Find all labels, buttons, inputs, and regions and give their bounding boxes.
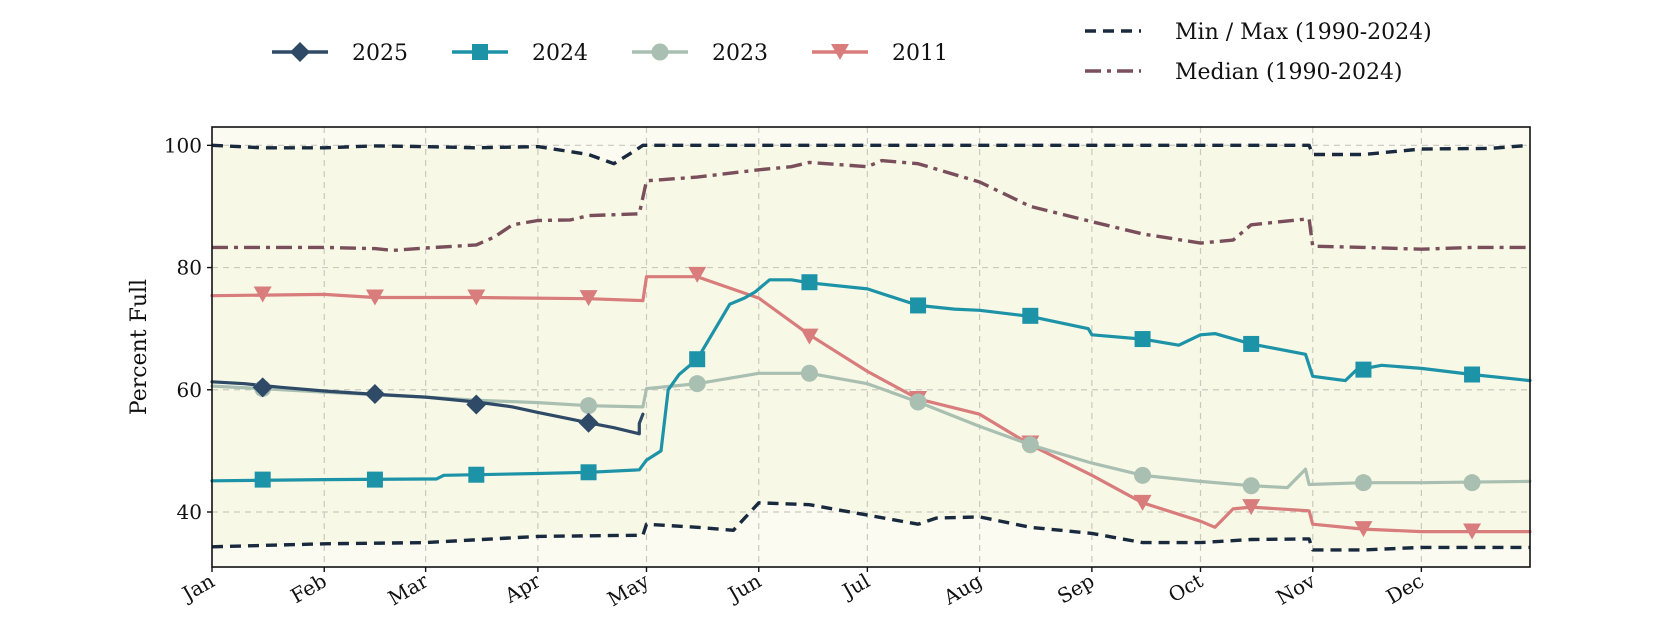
data-point [1242, 477, 1260, 495]
legend-label: 2024 [532, 41, 588, 66]
x-tick-label: Oct [1164, 569, 1207, 608]
data-point [800, 364, 818, 382]
data-point [801, 274, 818, 291]
data-point [1463, 523, 1482, 540]
data-point [909, 393, 927, 411]
series-line [210, 278, 1532, 483]
data-point [467, 289, 486, 306]
data-point [688, 375, 706, 393]
legend-item: 2025 [272, 41, 408, 66]
y-axis-label: Percent Full [127, 279, 152, 415]
data-point [1355, 361, 1372, 378]
data-point [688, 266, 707, 283]
y-tick-label: 100 [164, 133, 202, 157]
data-point [689, 351, 706, 368]
data-point [578, 412, 599, 433]
data-point [1022, 307, 1039, 324]
data-point [1464, 366, 1481, 383]
data-point [254, 471, 271, 488]
legend-label: 2023 [712, 41, 768, 66]
legend-label: 2025 [352, 41, 408, 66]
series-line [212, 158, 1530, 253]
data-point [364, 384, 385, 405]
data-point [1134, 466, 1152, 484]
data-point [1354, 521, 1373, 538]
data-point [579, 290, 598, 307]
legend-label: Min / Max (1990-2024) [1175, 20, 1432, 45]
legend: 2025 2024 2023 2011 Min / Max (1990-2024) Med… [272, 20, 1432, 85]
data-point [253, 286, 272, 303]
legend-marker [472, 44, 488, 60]
x-tick-label: Jan [176, 568, 218, 606]
data-point [468, 466, 485, 483]
y-tick-label: 60 [177, 378, 202, 402]
data-point [1354, 474, 1372, 492]
x-tick-label: Nov [1272, 568, 1320, 610]
y-axis: 40 60 80 100 [164, 133, 212, 524]
data-point [1133, 494, 1152, 511]
legend-marker [651, 43, 669, 61]
data-point [580, 397, 598, 415]
x-tick-label: Apr [500, 568, 545, 608]
x-tick-label: Aug [938, 568, 986, 609]
data-point [800, 328, 819, 345]
x-tick-label: Mar [384, 568, 433, 610]
x-tick-label: Jul [837, 569, 874, 604]
series-line [210, 380, 645, 436]
data-point [252, 377, 273, 398]
grid [212, 127, 1530, 567]
data-point [365, 289, 384, 306]
legend-item: 2024 [452, 41, 588, 66]
legend-marker [290, 42, 310, 62]
series-line [211, 501, 1530, 552]
data-point [1243, 335, 1260, 352]
data-point [366, 471, 383, 488]
legend-label: Median (1990-2024) [1175, 60, 1403, 85]
min-max-band [212, 145, 1530, 550]
data-point [466, 394, 487, 415]
x-tick-label: Feb [286, 569, 330, 608]
data-point [910, 297, 927, 314]
legend-item: Median (1990-2024) [1085, 60, 1403, 85]
data-point [1242, 499, 1261, 516]
y-tick-label: 80 [177, 256, 202, 280]
series-markers [252, 266, 1482, 540]
legend-marker [831, 44, 849, 60]
series-line [211, 143, 1531, 166]
x-tick-label: Jun [722, 568, 765, 607]
data-point [1463, 474, 1481, 492]
legend-item: Min / Max (1990-2024) [1085, 20, 1432, 45]
x-tick-label: Dec [1382, 569, 1428, 609]
data-point [1021, 436, 1039, 454]
x-tick-label: Sep [1053, 569, 1098, 609]
x-tick-label: May [603, 568, 653, 611]
data-point [580, 464, 597, 481]
legend-item: 2011 [812, 41, 948, 66]
plot-frame [211, 126, 1531, 568]
legend-item: 2023 [632, 41, 768, 66]
y-tick-label: 40 [177, 500, 202, 524]
legend-label: 2011 [892, 41, 948, 66]
x-axis: Jan Feb Mar Apr May Jun Jul Aug Sep Oct Nov Dec [176, 567, 1428, 611]
data-point [1134, 331, 1151, 348]
